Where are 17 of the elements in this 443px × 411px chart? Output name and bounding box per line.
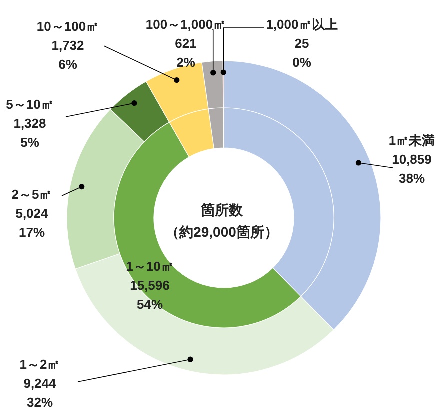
data-label: 25 0% <box>292 36 312 70</box>
slice-label: 1,000㎡以上 <box>266 17 338 32</box>
slice-label: 100～1,000㎡ <box>146 17 226 32</box>
slice-label: 2～5㎡ <box>12 187 52 202</box>
slice-label: 10～100㎡ <box>36 19 100 34</box>
slice-label: 5～10㎡ <box>6 97 54 112</box>
data-label: 1,732 6% <box>52 38 84 72</box>
slice-label: 1～2㎡ <box>20 357 60 372</box>
data-label: 5,024 17% <box>16 206 50 240</box>
data-label: 621 2% <box>175 36 197 70</box>
slice-label: 1～10㎡ <box>126 259 174 274</box>
slice-label: 1㎡未満 <box>388 133 436 148</box>
text: （約29,000箇所） <box>166 224 278 240</box>
data-label: 9,244 32% <box>24 376 58 410</box>
data-label: 1,328 5% <box>14 116 46 150</box>
text: 箇所数 <box>200 202 244 218</box>
data-label: 10,859 38% <box>392 152 432 186</box>
